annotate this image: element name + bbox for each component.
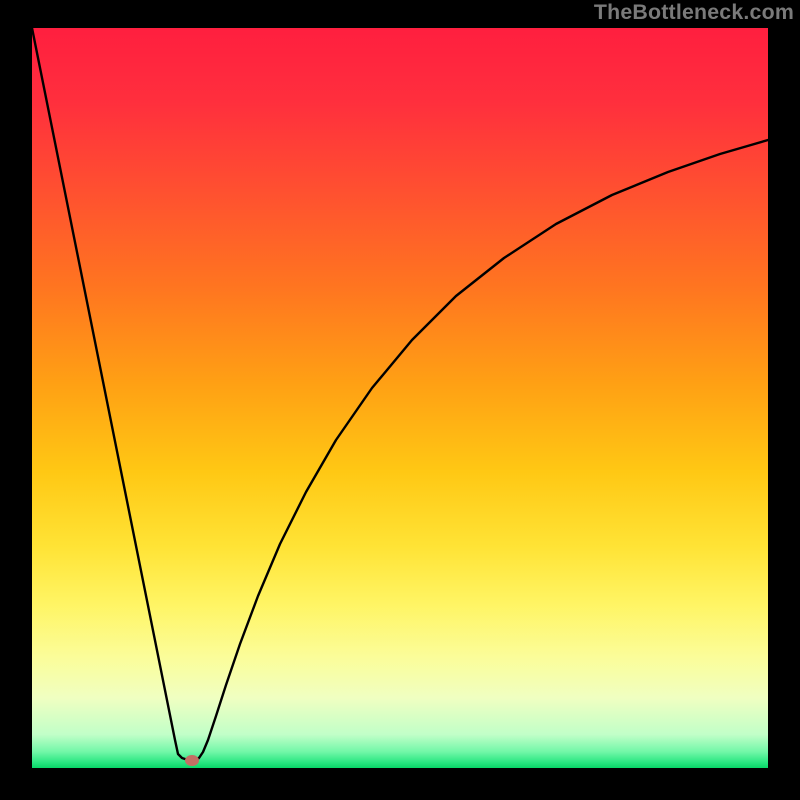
chart-wrapper: { "canvas": { "width": 800, "height": 80… bbox=[0, 0, 800, 800]
bottleneck-curve bbox=[32, 28, 768, 768]
watermark-text: TheBottleneck.com bbox=[594, 0, 794, 25]
plot-area bbox=[32, 28, 768, 768]
minimum-marker bbox=[185, 755, 199, 766]
curve-path bbox=[32, 28, 768, 760]
